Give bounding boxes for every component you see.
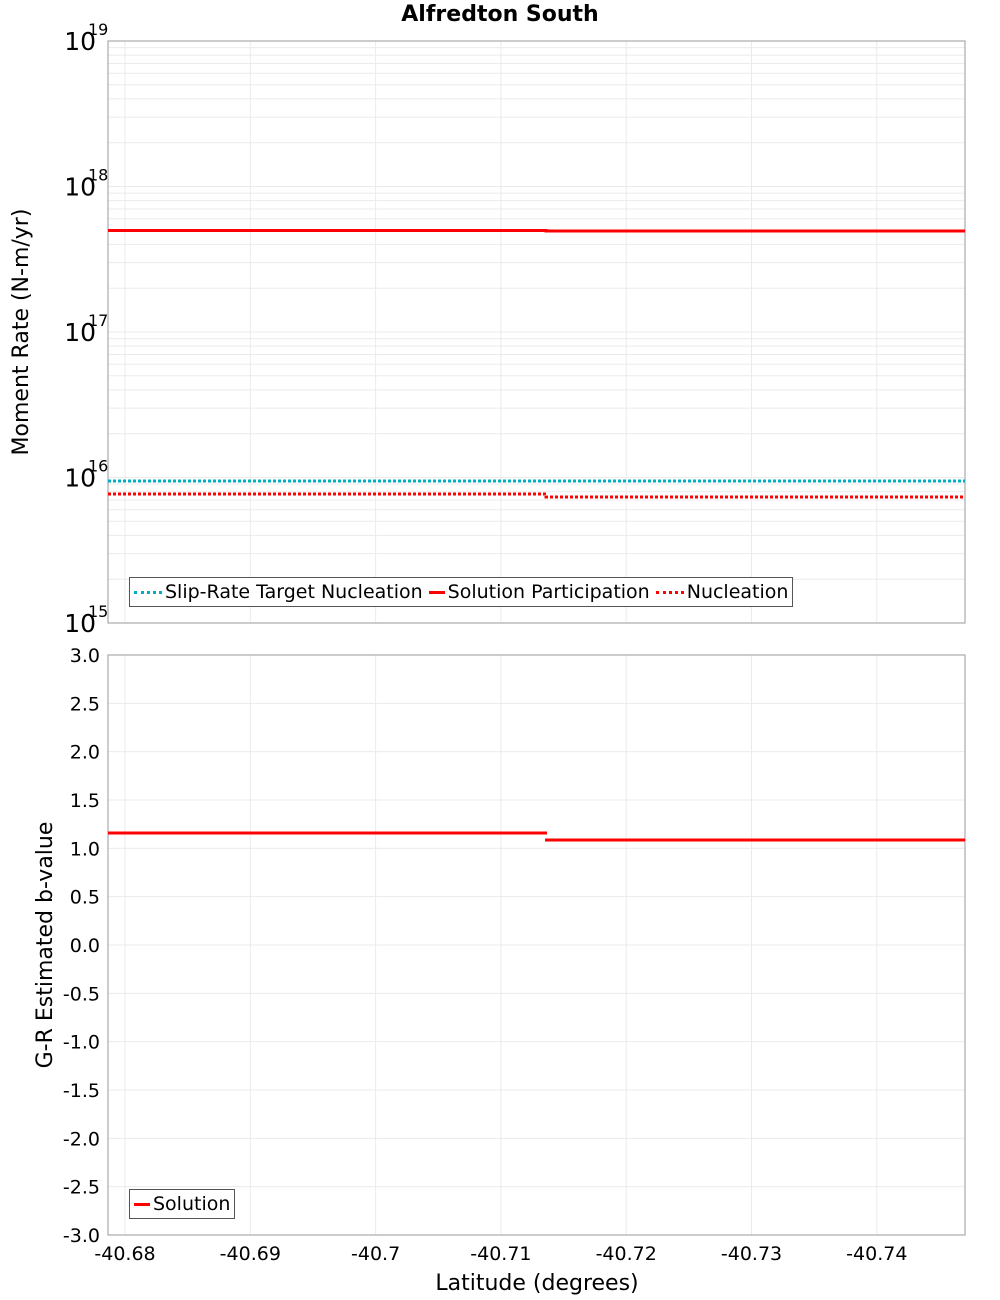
x-tick-label: -40.71 [470,1243,531,1265]
y-tick-label: -1.0 [63,1032,100,1054]
series-solution [108,831,965,842]
top-y-axis-label: Moment Rate (N-m/yr) [9,209,34,456]
svg-text:15: 15 [88,602,108,621]
y-tick-label: -2.5 [63,1177,100,1199]
svg-text:10: 10 [64,318,96,347]
legend-item-slip-rate-target-nucleation: Slip-Rate Target Nucleation [134,581,423,603]
legend-item-solution-participation: Solution Participation [428,581,650,603]
y-tick-label: -3.0 [63,1225,100,1247]
series-solution-participation [108,229,965,233]
legend-swatch-red-solid [134,1202,150,1206]
top-plot-area [107,40,966,624]
legend-swatch-red-solid [428,590,445,594]
svg-text:10: 10 [64,173,96,202]
y-tick-label: -2.0 [63,1128,100,1150]
svg-text:16: 16 [88,457,108,476]
legend-label: Solution [153,1193,231,1215]
x-axis-label: Latitude (degrees) [435,1271,638,1296]
x-tick-label: -40.68 [94,1243,155,1265]
series-nucleation [108,492,965,499]
svg-text:18: 18 [88,166,108,185]
x-axis: -40.68 -40.69 -40.7 -40.71 -40.72 -40.73 -40.7… [94,1243,907,1265]
legend-swatch-cyan-dotted [134,590,162,594]
svg-text:17: 17 [88,311,108,330]
legend-label: Nucleation [686,581,789,603]
y-tick-label: 2.5 [70,693,100,715]
legend-item-solution: Solution [134,1193,230,1215]
y-tick-label: 1.5 [70,790,100,812]
legend-label: Slip-Rate Target Nucleation [165,581,423,603]
bottom-y-axis-label: G-R Estimated b-value [33,822,58,1069]
legend-swatch-red-dotted [655,590,684,594]
x-tick-label: -40.7 [351,1243,400,1265]
svg-text:19: 19 [88,20,108,39]
bottom-legend: Solution [129,1189,236,1219]
x-tick-label: -40.72 [596,1243,657,1265]
top-legend: Slip-Rate Target Nucleation Solution Par… [129,577,794,607]
y-tick-label: 0.0 [70,935,100,957]
bottom-y-axis: 3.0 2.5 2.0 1.5 1.0 0.5 0.0 -0.5 -1.0 -1.5 -2.0 -2.… [63,645,100,1247]
svg-text:10: 10 [64,609,96,638]
y-tick-label: -1.5 [63,1080,100,1102]
y-tick-label: 3.0 [70,645,100,667]
x-tick-label: -40.73 [721,1243,782,1265]
legend-label: Solution Participation [447,581,650,603]
y-tick-label: 0.5 [70,887,100,909]
legend-item-nucleation: Nucleation [655,581,789,603]
y-tick-label: 2.0 [70,742,100,764]
y-tick-label: -0.5 [63,983,100,1005]
svg-text:10: 10 [64,464,96,493]
svg-text:10: 10 [64,27,96,56]
y-tick-label: 1.0 [70,838,100,860]
chart-title: Alfredton South [401,2,599,27]
x-tick-label: -40.69 [220,1243,281,1265]
bottom-plot-area [107,654,966,1236]
x-tick-label: -40.74 [846,1243,907,1265]
